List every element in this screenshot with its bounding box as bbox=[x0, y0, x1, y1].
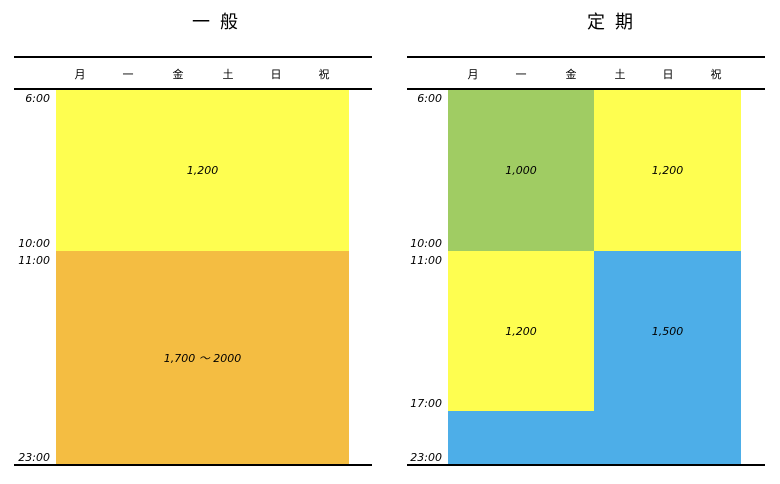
time-label: 23:00 bbox=[410, 451, 442, 464]
rule bbox=[407, 56, 765, 58]
price-label: 1,000 bbox=[505, 164, 537, 177]
day: 土 bbox=[614, 68, 626, 81]
panel-title: 一般 bbox=[192, 12, 248, 33]
rule bbox=[407, 88, 765, 90]
price-block: 1,200 bbox=[594, 90, 741, 251]
price-block-part bbox=[448, 411, 595, 464]
price-label: 1,200 bbox=[505, 324, 537, 338]
day: 日 bbox=[270, 68, 282, 81]
day: 一 bbox=[122, 68, 134, 81]
price-block: 1,200 bbox=[448, 251, 594, 411]
time-label: 6:00 bbox=[417, 92, 442, 105]
time-label: 17:00 bbox=[410, 397, 442, 410]
rule bbox=[14, 88, 372, 90]
time-label: 23:00 bbox=[18, 451, 50, 464]
price-label: 1,200 bbox=[186, 164, 219, 177]
day: 金 bbox=[565, 68, 577, 81]
time-label: 10:00 bbox=[410, 237, 442, 250]
price-label: 1,200 bbox=[651, 164, 684, 177]
time-label: 10:00 bbox=[18, 237, 50, 250]
rule bbox=[14, 464, 372, 466]
day: 日 bbox=[662, 68, 674, 81]
time-label: 11:00 bbox=[18, 254, 50, 267]
price-block: 1,700 ～ 2000 bbox=[56, 251, 349, 464]
price-block: 1,000 bbox=[448, 90, 594, 251]
day: 土 bbox=[222, 68, 234, 81]
day: 月 bbox=[467, 68, 479, 81]
panel-title: 定期 bbox=[587, 12, 643, 33]
day: 月 bbox=[74, 68, 86, 81]
rule bbox=[407, 464, 765, 466]
day: 金 bbox=[172, 68, 184, 81]
price-label: 1,500 bbox=[651, 325, 684, 338]
day: 一 bbox=[515, 68, 527, 81]
price-block: 1,500 bbox=[594, 251, 741, 464]
rule bbox=[14, 56, 372, 58]
day: 祝 bbox=[318, 68, 330, 81]
day: 祝 bbox=[710, 68, 722, 81]
time-label: 11:00 bbox=[410, 254, 442, 267]
time-label: 6:00 bbox=[25, 92, 50, 105]
price-label: 1,700 ～ 2000 bbox=[163, 351, 242, 365]
price-block: 1,200 bbox=[56, 90, 349, 251]
